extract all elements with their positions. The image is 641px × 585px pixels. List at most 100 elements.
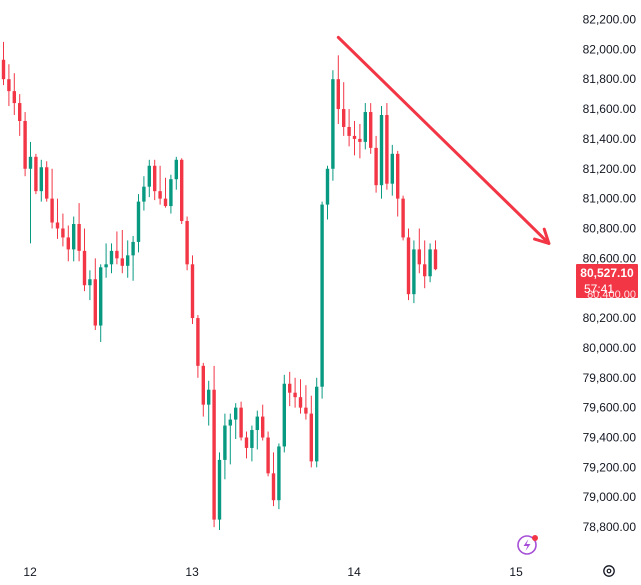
- candle-body: [428, 249, 432, 277]
- candle-body: [347, 126, 351, 136]
- candle: [163, 177, 168, 208]
- candle-body: [282, 383, 286, 447]
- candle: [223, 413, 227, 480]
- candle-body: [358, 138, 362, 142]
- candle: [352, 120, 357, 156]
- time-axis[interactable]: 12 13 14 15: [23, 565, 523, 579]
- y-tick-label: 81,200.00: [583, 162, 637, 176]
- candle-body: [72, 224, 76, 250]
- candle-body: [244, 437, 249, 448]
- candle-body: [396, 153, 400, 199]
- candle: [120, 229, 124, 274]
- candle: [180, 158, 184, 224]
- candle: [82, 228, 87, 292]
- candle-body: [12, 91, 16, 104]
- candle-body: [298, 397, 303, 408]
- candle-body: [109, 250, 114, 265]
- candle: [412, 240, 416, 304]
- settings-gear-icon[interactable]: [603, 565, 615, 577]
- candle: [45, 161, 49, 202]
- candle-body: [39, 167, 43, 192]
- candle-body: [18, 103, 22, 121]
- price-axis[interactable]: 82,200.00 82,000.00 81,800.00 81,600.00 81,4…: [583, 12, 637, 534]
- candle: [174, 156, 178, 190]
- candle-body: [374, 147, 378, 186]
- candle: [66, 225, 70, 262]
- candle-body: [7, 79, 11, 92]
- candle: [255, 410, 259, 450]
- trend-line-layer[interactable]: [336, 35, 551, 245]
- candle: [271, 452, 276, 507]
- candle-body: [412, 249, 416, 295]
- candle-body: [277, 446, 281, 501]
- candle-body: [115, 250, 119, 259]
- candle: [390, 144, 394, 196]
- candle-body: [325, 168, 330, 205]
- y-tick-label: 80,200.00: [583, 311, 637, 325]
- y-tick-label: 80,800.00: [583, 221, 637, 235]
- candle-body: [163, 198, 168, 207]
- candle-body: [153, 165, 157, 192]
- candle-body: [77, 224, 81, 251]
- candle: [309, 395, 313, 468]
- candle-body: [207, 389, 211, 405]
- candle: [142, 176, 146, 211]
- candle: [7, 64, 11, 107]
- candle-body: [45, 167, 49, 199]
- candle: [239, 401, 243, 441]
- candle-body: [185, 221, 189, 265]
- candle: [61, 213, 65, 247]
- candle: [358, 123, 362, 159]
- candle-body: [271, 473, 276, 501]
- candle-body: [385, 115, 389, 184]
- candle-body: [433, 249, 438, 270]
- candle: [331, 70, 335, 181]
- candle-body: [369, 112, 373, 148]
- candle-body: [158, 191, 162, 199]
- candle-body: [417, 249, 421, 265]
- candle-body: [120, 258, 124, 266]
- candle-body: [28, 156, 33, 169]
- candle-body: [147, 165, 151, 187]
- candle: [72, 216, 76, 262]
- candle: [417, 228, 421, 274]
- candle: [325, 165, 330, 220]
- last-price-label: 80,527.10: [580, 266, 634, 280]
- candle: [115, 231, 119, 265]
- candle: [212, 365, 216, 528]
- candle-body: [82, 250, 87, 286]
- candle: [374, 135, 378, 193]
- candle-body: [406, 237, 411, 295]
- y-tick-label: 81,400.00: [583, 132, 637, 146]
- assistant-spark-icon[interactable]: [517, 535, 538, 555]
- candle: [401, 195, 405, 241]
- candle: [93, 258, 97, 330]
- last-price-tag: 80,527.10 57:41 80,400.00: [576, 264, 638, 301]
- candle-body: [131, 241, 135, 256]
- candle: [433, 240, 438, 271]
- candle-body: [250, 430, 254, 448]
- y-tick-label: 79,000.00: [583, 490, 637, 504]
- candle: [298, 379, 303, 414]
- candle: [234, 403, 238, 439]
- candle-body: [288, 383, 292, 393]
- candle: [23, 112, 27, 177]
- candle: [228, 413, 232, 465]
- candle: [266, 431, 270, 477]
- candle-body: [239, 407, 243, 438]
- candle-body: [401, 198, 405, 238]
- y-tick-label: 82,200.00: [583, 12, 637, 26]
- candle-body: [293, 392, 297, 398]
- candle-body: [212, 389, 216, 520]
- candle: [18, 94, 22, 136]
- candle: [190, 255, 195, 325]
- trend-line[interactable]: [336, 35, 551, 245]
- candle-body: [23, 120, 27, 169]
- candle-body: [217, 459, 222, 520]
- candle: [428, 243, 432, 283]
- y-tick-label: 79,400.00: [583, 430, 637, 444]
- candle: [288, 371, 292, 407]
- candle-body: [50, 198, 54, 223]
- obscured-price-label: 80,400.00: [587, 289, 636, 301]
